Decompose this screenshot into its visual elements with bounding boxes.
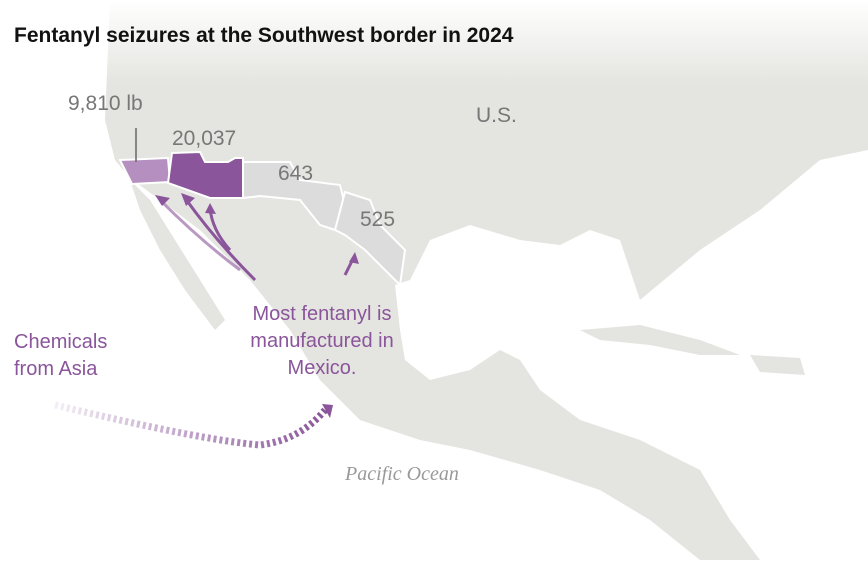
sector-south-texas: [333, 190, 407, 288]
arrowheads: [155, 193, 359, 418]
annotation-line: from Asia: [14, 358, 98, 380]
map-title: Fentanyl seizures at the Southwest borde…: [14, 24, 514, 47]
arrow-to-arizona-1: [183, 197, 257, 282]
annotation-asia: Chemicals from Asia: [14, 329, 107, 383]
annotation-line: Chemicals: [14, 331, 108, 353]
label-california-value: 9,810 lb: [68, 92, 143, 115]
label-arizona-value: 20,037: [172, 127, 237, 150]
arrow-to-california: [158, 198, 241, 272]
sector-arizona: [166, 150, 244, 199]
label-us: U.S.: [476, 104, 517, 127]
annotation-mexico: Most fentanyl is manufactured in Mexico.: [238, 301, 406, 382]
label-el-paso-value: 643: [278, 162, 314, 185]
label-pacific-ocean: Pacific Ocean: [345, 463, 459, 485]
label-south-texas-value: 525: [360, 208, 396, 231]
annotation-line: Mexico.: [287, 357, 357, 379]
annotation-line: manufactured in: [250, 330, 394, 352]
annotation-line: Most fentanyl is: [252, 303, 392, 325]
asia-arrow: [54, 401, 328, 449]
